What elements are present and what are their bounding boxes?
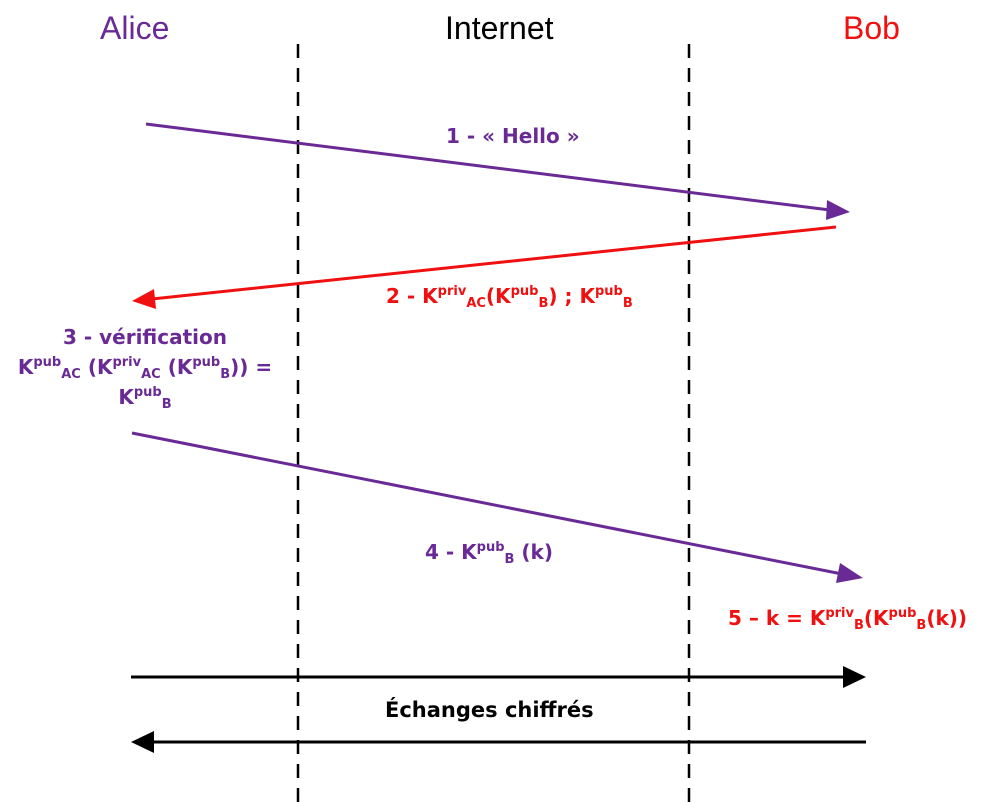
step-2-label: 2 - KprivAC(KpubB) ; KpubB — [386, 284, 633, 311]
certificate-arrow-head — [132, 289, 156, 309]
step-3-result: KpubB — [118, 385, 172, 412]
encrypted-exchange-label: Échanges chiffrés — [385, 698, 594, 722]
step-5-label: 5 – k = KprivB(KpubB(k)) — [728, 606, 968, 633]
step-3-equation: KpubAC (KprivAC (KpubB)) = — [17, 355, 273, 382]
actor-bob: Bob — [843, 10, 900, 46]
hello-arrow-line — [145, 122, 831, 212]
actor-internet: Internet — [445, 10, 554, 46]
hello-arrow-head — [826, 200, 850, 220]
step-3-label: 3 - vérification KpubAC (KprivAC (KpubB)… — [10, 322, 280, 412]
certificate-arrow-line — [151, 225, 837, 301]
encrypted-exchange-left-head — [131, 731, 154, 753]
step-3-title: 3 - vérification — [62, 325, 228, 349]
session-key-arrow-head — [836, 563, 863, 583]
session-key-arrow-line — [131, 431, 843, 576]
step-4-label: 4 - KpubB (k) — [425, 540, 553, 567]
actor-alice: Alice — [100, 10, 170, 46]
encrypted-exchange-right-head — [843, 666, 866, 688]
step-1-label: 1 - « Hello » — [446, 124, 580, 148]
